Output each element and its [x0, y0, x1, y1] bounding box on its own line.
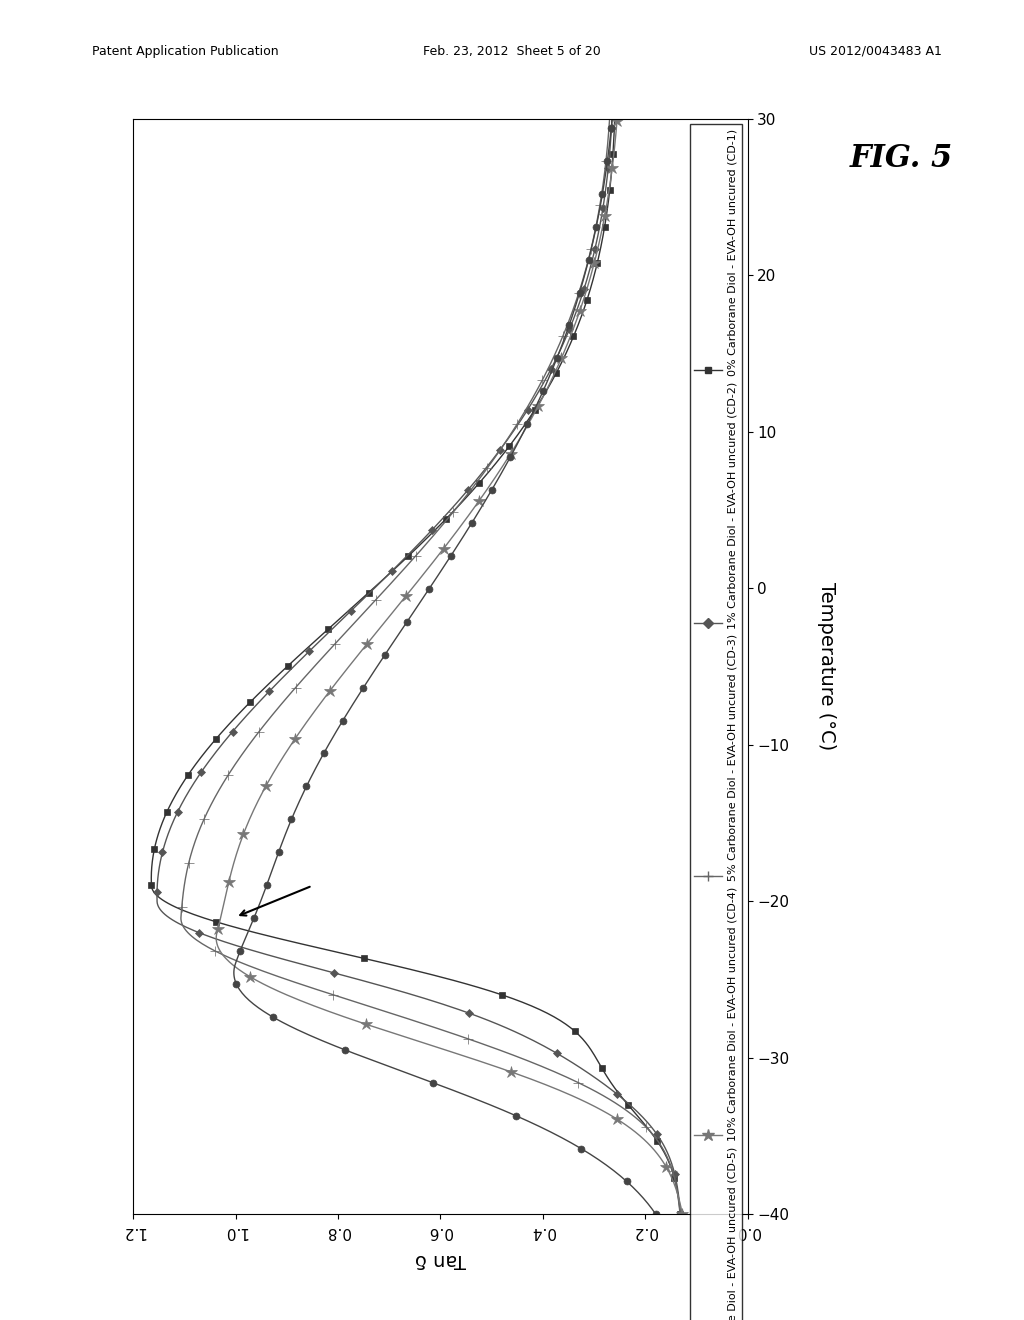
Y-axis label: Temperature (°C): Temperature (°C) — [817, 582, 837, 751]
Text: FIG. 5: FIG. 5 — [850, 143, 952, 174]
Text: Feb. 23, 2012  Sheet 5 of 20: Feb. 23, 2012 Sheet 5 of 20 — [423, 45, 601, 58]
Legend: 0% Carborane Diol - EVA-OH uncured (CD-1), 1% Carborane Diol - EVA-OH uncured (C: 0% Carborane Diol - EVA-OH uncured (CD-1… — [690, 124, 742, 1320]
X-axis label: Tan δ: Tan δ — [415, 1250, 466, 1270]
Text: US 2012/0043483 A1: US 2012/0043483 A1 — [809, 45, 942, 58]
Text: Patent Application Publication: Patent Application Publication — [92, 45, 279, 58]
